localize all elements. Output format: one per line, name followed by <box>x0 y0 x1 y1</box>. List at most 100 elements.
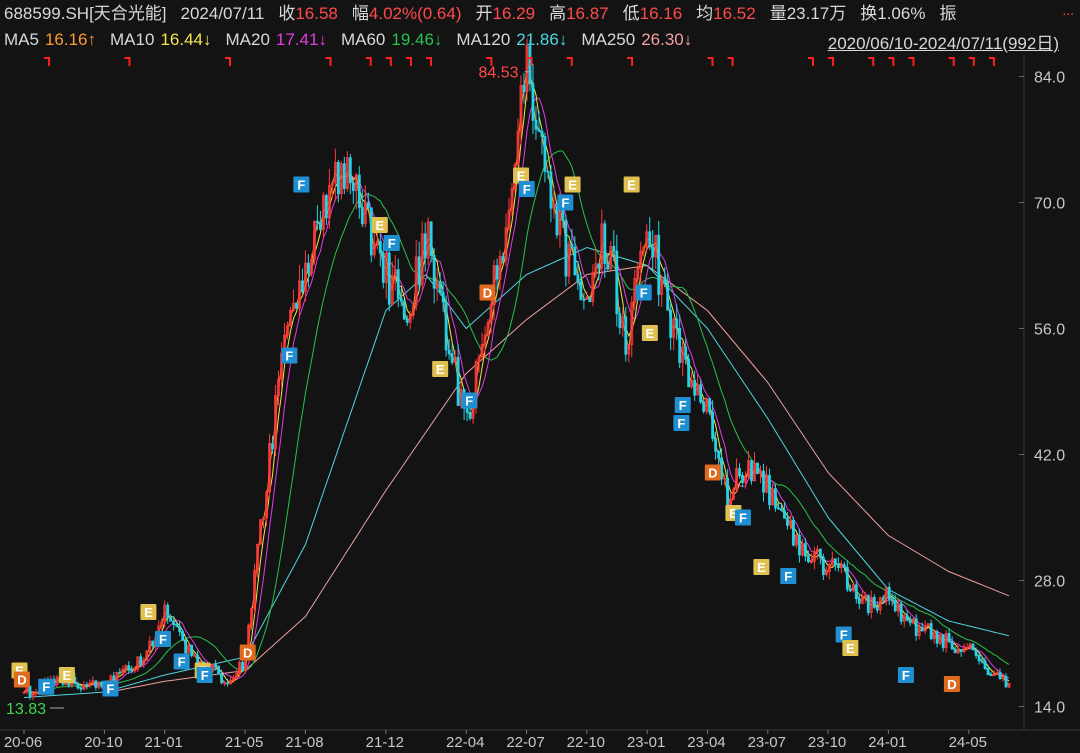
candle-body <box>145 650 149 661</box>
top-flag-marker <box>124 57 131 66</box>
candle-body <box>307 262 310 274</box>
candle-body <box>603 223 607 264</box>
candle-body <box>869 597 873 613</box>
candle-body <box>747 460 750 478</box>
candle-body <box>965 647 969 649</box>
top-flag-marker <box>426 57 433 66</box>
candle-body <box>534 119 538 130</box>
candle-body <box>863 594 867 597</box>
candle-body <box>567 243 571 277</box>
candle-body <box>79 687 83 690</box>
candle-body <box>304 262 307 293</box>
candle-body <box>804 543 807 557</box>
candle-body <box>351 182 355 191</box>
x-tick-label: 24-05 <box>949 734 987 751</box>
candle-body <box>510 188 514 211</box>
candle-body <box>133 668 137 672</box>
candle-body <box>860 596 864 604</box>
candle-body <box>31 693 35 698</box>
candle-body <box>693 379 697 396</box>
signal-badge-e <box>58 667 75 683</box>
signal-badge-label: E <box>517 169 526 184</box>
signal-badge-label: E <box>15 664 24 679</box>
signal-badge-f <box>196 667 213 683</box>
candle-body <box>301 280 304 293</box>
stock-symbol[interactable]: 688599.SH[天合光能] <box>4 4 167 23</box>
candle-body <box>753 462 756 482</box>
signal-badge-label: D <box>17 673 26 688</box>
signal-badge-e <box>842 640 859 656</box>
signal-badge-e <box>371 217 388 233</box>
candle-body <box>181 631 185 641</box>
candle-body <box>411 305 415 316</box>
candle-body <box>64 683 68 686</box>
more-menu-button[interactable]: ... <box>1062 2 1074 18</box>
candle-body <box>193 654 197 657</box>
signal-badge-d <box>13 671 30 688</box>
candle-body <box>339 163 343 195</box>
candle-body <box>97 681 101 688</box>
signal-badge-label: F <box>107 682 115 697</box>
candle-body <box>648 231 652 248</box>
avg-value: 16.52 <box>713 4 756 23</box>
candle-body <box>441 292 445 303</box>
candle-body <box>387 252 391 305</box>
signal-badge-label: F <box>561 196 569 211</box>
candle-body <box>920 627 924 632</box>
candle-body <box>537 128 541 132</box>
candle-body <box>399 298 403 302</box>
candle-body <box>483 335 487 345</box>
candle-body <box>124 665 128 670</box>
signal-badge-label: E <box>729 506 738 521</box>
signal-badge-f <box>674 397 691 413</box>
candle-body <box>345 157 349 189</box>
candle-body <box>636 267 640 280</box>
signal-badge-e <box>564 176 581 193</box>
turnover-value: 1.06% <box>877 4 926 23</box>
candle-body <box>67 683 71 686</box>
candle-body <box>857 598 861 604</box>
candle-body <box>444 301 448 351</box>
candle-body <box>477 356 481 362</box>
candle-body <box>250 608 253 626</box>
top-flag-marker <box>948 57 955 66</box>
candle-body <box>420 233 424 285</box>
candle-body <box>435 281 439 289</box>
candle-body <box>792 519 795 546</box>
candle-body <box>582 299 586 301</box>
candle-body <box>881 597 885 600</box>
candle-body <box>375 240 379 244</box>
candle-body <box>947 633 951 643</box>
signal-badge-f <box>897 667 914 683</box>
top-flag-marker <box>908 57 915 66</box>
candle-body <box>833 558 837 566</box>
candle-body <box>546 170 550 173</box>
date-range-selector[interactable]: 2020/06/10-2024/07/11(992日) <box>827 34 1059 53</box>
top-flag-marker <box>888 57 895 66</box>
quote-header: 688599.SH[天合光能] 2024/07/11 收16.58 幅4.02%(0.… <box>4 3 956 25</box>
candle-body <box>807 555 810 563</box>
ma120-line <box>23 246 1010 698</box>
candle-body <box>717 450 720 459</box>
candle-body <box>504 227 508 261</box>
candle-body <box>316 220 319 223</box>
signal-badge-label: F <box>640 286 648 301</box>
ma-legend-ma60: MA60 <box>340 30 386 49</box>
candle-body <box>172 620 176 626</box>
candle-body <box>223 682 226 685</box>
candle-body <box>681 346 685 363</box>
signal-badge-d <box>943 676 960 692</box>
signal-badge-f <box>154 631 171 647</box>
candle-body <box>498 255 502 280</box>
candle-body <box>854 584 858 600</box>
candle-body <box>396 269 400 299</box>
candle-body <box>354 174 358 191</box>
signal-badge-d <box>704 464 721 481</box>
candle-body <box>163 604 167 623</box>
candle-body <box>336 162 340 195</box>
candle-body <box>151 640 155 647</box>
signal-badge-f <box>173 653 190 670</box>
candle-body <box>295 302 298 309</box>
signal-badge-label: F <box>285 349 293 364</box>
